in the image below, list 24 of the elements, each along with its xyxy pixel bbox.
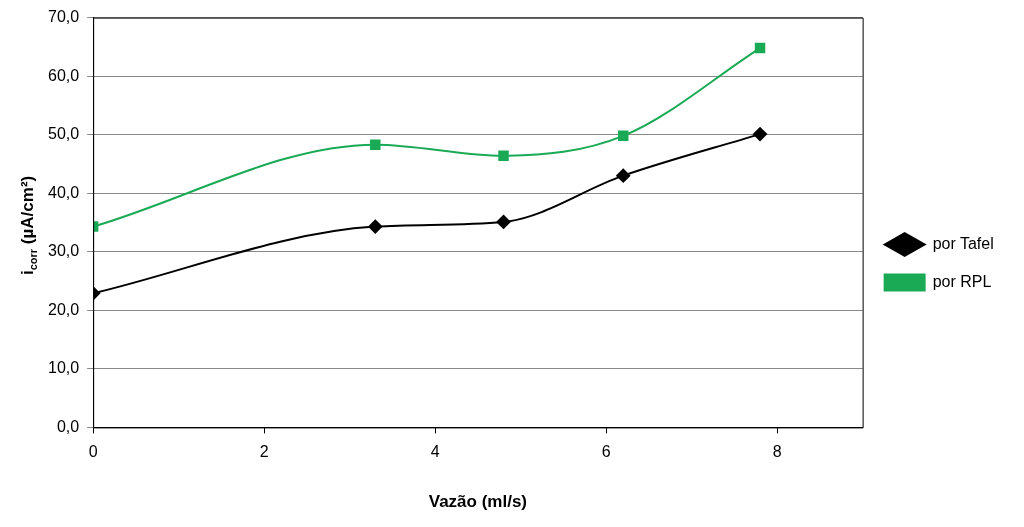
legend-label: por Tafel — [932, 234, 994, 252]
y-tick-label: 40,0 — [48, 183, 80, 201]
x-axis-title: Vazão (ml/s) — [428, 492, 528, 512]
y-tick-label: 30,0 — [48, 242, 80, 260]
point — [753, 127, 768, 142]
y-tick-label: 70,0 — [48, 8, 80, 26]
y-tick-label: 60,0 — [48, 66, 80, 84]
point — [370, 139, 381, 150]
x-tick-label: 6 — [601, 443, 611, 461]
x-tick-label: 8 — [772, 443, 782, 461]
y-tick-label: 10,0 — [48, 359, 80, 377]
legend-label: por RPL — [932, 272, 992, 290]
point — [754, 42, 766, 54]
y-tick-label: 20,0 — [48, 300, 80, 318]
point — [498, 150, 509, 161]
point — [616, 168, 631, 183]
x-tick-label: 2 — [259, 443, 269, 461]
x-tick-label: 4 — [430, 443, 440, 461]
y-tick-label: 0,0 — [56, 417, 80, 435]
y-tick-label: 50,0 — [48, 125, 80, 143]
point — [368, 219, 383, 234]
point — [496, 214, 511, 229]
point — [617, 130, 629, 142]
x-tick-label: 0 — [88, 443, 98, 461]
